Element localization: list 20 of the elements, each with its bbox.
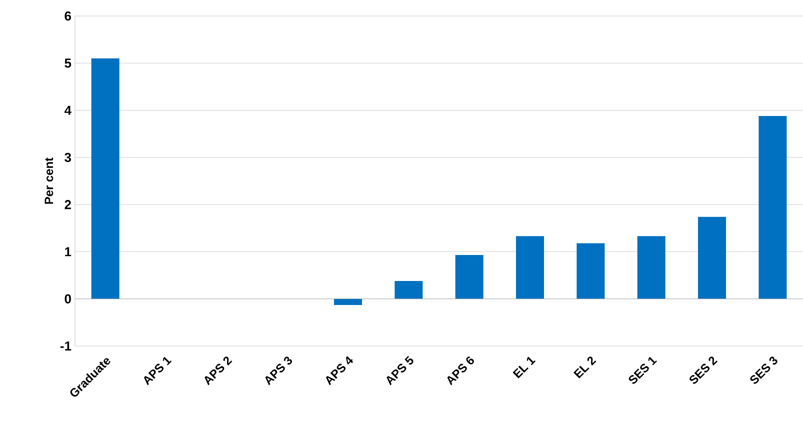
- y-tick-label: 3: [64, 152, 72, 162]
- bar: [91, 58, 120, 299]
- y-tick-label: -1: [60, 342, 72, 350]
- y-tick-label: 5: [64, 58, 72, 68]
- y-tick-label: 1: [65, 247, 72, 256]
- y-tick-label: 4: [64, 106, 72, 115]
- y-tick-label: 2: [64, 200, 71, 210]
- x-tick-label: EL 1: [512, 356, 536, 378]
- x-tick-label: EL 2: [573, 356, 596, 378]
- bar: [394, 280, 423, 299]
- y-axis-title: Per cent: [44, 158, 54, 204]
- bar: [637, 236, 666, 299]
- y-tick-label: 6: [64, 11, 72, 21]
- bar: [758, 116, 787, 299]
- bar: [516, 236, 544, 299]
- bar: [334, 298, 362, 305]
- bar: [576, 243, 605, 299]
- bar: [455, 255, 484, 299]
- y-tick-label: 0: [64, 294, 71, 304]
- bar: [698, 216, 726, 299]
